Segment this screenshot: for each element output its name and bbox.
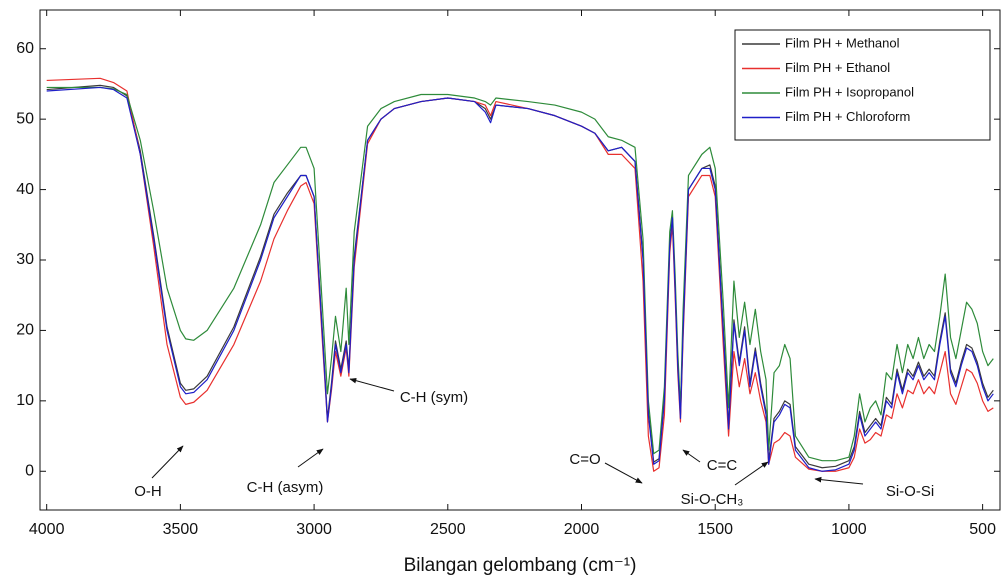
x-tick-label: 500 [969, 521, 996, 538]
annotation-arrow [814, 476, 864, 485]
legend-label: Film PH + Chloroform [785, 109, 910, 124]
plot-area [46, 77, 994, 472]
x-tick-label: 1000 [831, 521, 867, 538]
spectrum-line [46, 86, 994, 462]
y-tick-label: 10 [16, 392, 34, 409]
annotation: Si-O-Si [886, 483, 934, 500]
annotation-arrow [349, 377, 395, 392]
y-tick-label: 0 [25, 462, 34, 479]
annotation-arrow [151, 445, 184, 479]
annotation-arrow [734, 461, 769, 486]
y-tick-label: 50 [16, 110, 34, 127]
x-tick-label: 2500 [430, 521, 466, 538]
legend-label: Film PH + Isopropanol [785, 84, 914, 99]
annotation-arrow [297, 448, 324, 468]
annotation-arrow [604, 462, 643, 484]
annotation: C-H (asym) [247, 479, 324, 496]
x-tick-label: 1500 [697, 521, 733, 538]
legend-label: Film PH + Ethanol [785, 60, 890, 75]
annotation: C=C [707, 457, 738, 474]
x-tick-label: 4000 [29, 521, 65, 538]
spectrum-line [46, 86, 994, 472]
annotation: Si-O-CH₃ [681, 491, 744, 508]
x-axis-label: Bilangan gelombang (cm⁻¹) [404, 555, 637, 576]
legend-box [734, 29, 991, 141]
spectrum-line [46, 84, 994, 469]
x-tick-label: 3500 [163, 521, 199, 538]
annotation: C-H (sym) [400, 389, 468, 406]
y-tick-label: 60 [16, 40, 34, 57]
y-tick-label: 40 [16, 181, 34, 198]
annotation-arrow [682, 449, 701, 463]
legend-label: Film PH + Methanol [785, 35, 900, 50]
x-tick-label: 2000 [564, 521, 600, 538]
y-tick-label: 20 [16, 322, 34, 339]
annotation: C=O [569, 451, 600, 468]
x-tick-label: 3000 [296, 521, 332, 538]
annotation: O-H [134, 483, 162, 500]
y-tick-label: 30 [16, 251, 34, 268]
